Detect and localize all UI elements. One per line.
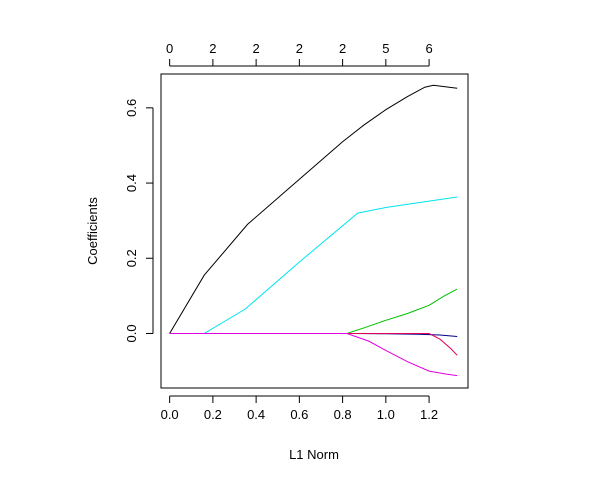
series-line-2 — [169, 196, 458, 334]
x-tick-label: 1.0 — [377, 407, 395, 422]
x-tick-label: 0.2 — [204, 407, 222, 422]
series-line-5 — [169, 333, 458, 356]
x-tick-label: 0.4 — [247, 407, 265, 422]
y-tick-label: 0.6 — [124, 99, 139, 117]
top-tick-label: 5 — [382, 41, 389, 56]
top-tick-label: 2 — [209, 41, 216, 56]
y-tick-label: 0.4 — [124, 174, 139, 192]
y-axis-label: Coefficients — [85, 197, 100, 265]
x-tick-label: 0.0 — [161, 407, 179, 422]
top-tick-label: 2 — [339, 41, 346, 56]
x-tick-label: 0.8 — [334, 407, 352, 422]
x-tick-label: 0.6 — [290, 407, 308, 422]
top-tick-label: 0 — [166, 41, 173, 56]
x-tick-label: 1.2 — [420, 407, 438, 422]
x-axis-label: L1 Norm — [289, 447, 339, 462]
top-tick-label: 2 — [296, 41, 303, 56]
top-axis: 0 2 2 2 2 5 6 — [166, 41, 433, 67]
top-tick-label: 6 — [425, 41, 432, 56]
y-axis: 0.0 0.2 0.4 0.6 — [124, 99, 154, 343]
series-layer — [169, 84, 458, 377]
y-tick-label: 0.0 — [124, 324, 139, 342]
top-tick-label: 2 — [253, 41, 260, 56]
series-line-3 — [169, 288, 458, 334]
y-tick-label: 0.2 — [124, 249, 139, 267]
x-axis: 0.0 0.2 0.4 0.6 0.8 1.0 1.2 — [161, 395, 438, 422]
plot-box — [160, 73, 469, 389]
series-line-1 — [169, 84, 458, 334]
series-line-6 — [169, 333, 458, 377]
